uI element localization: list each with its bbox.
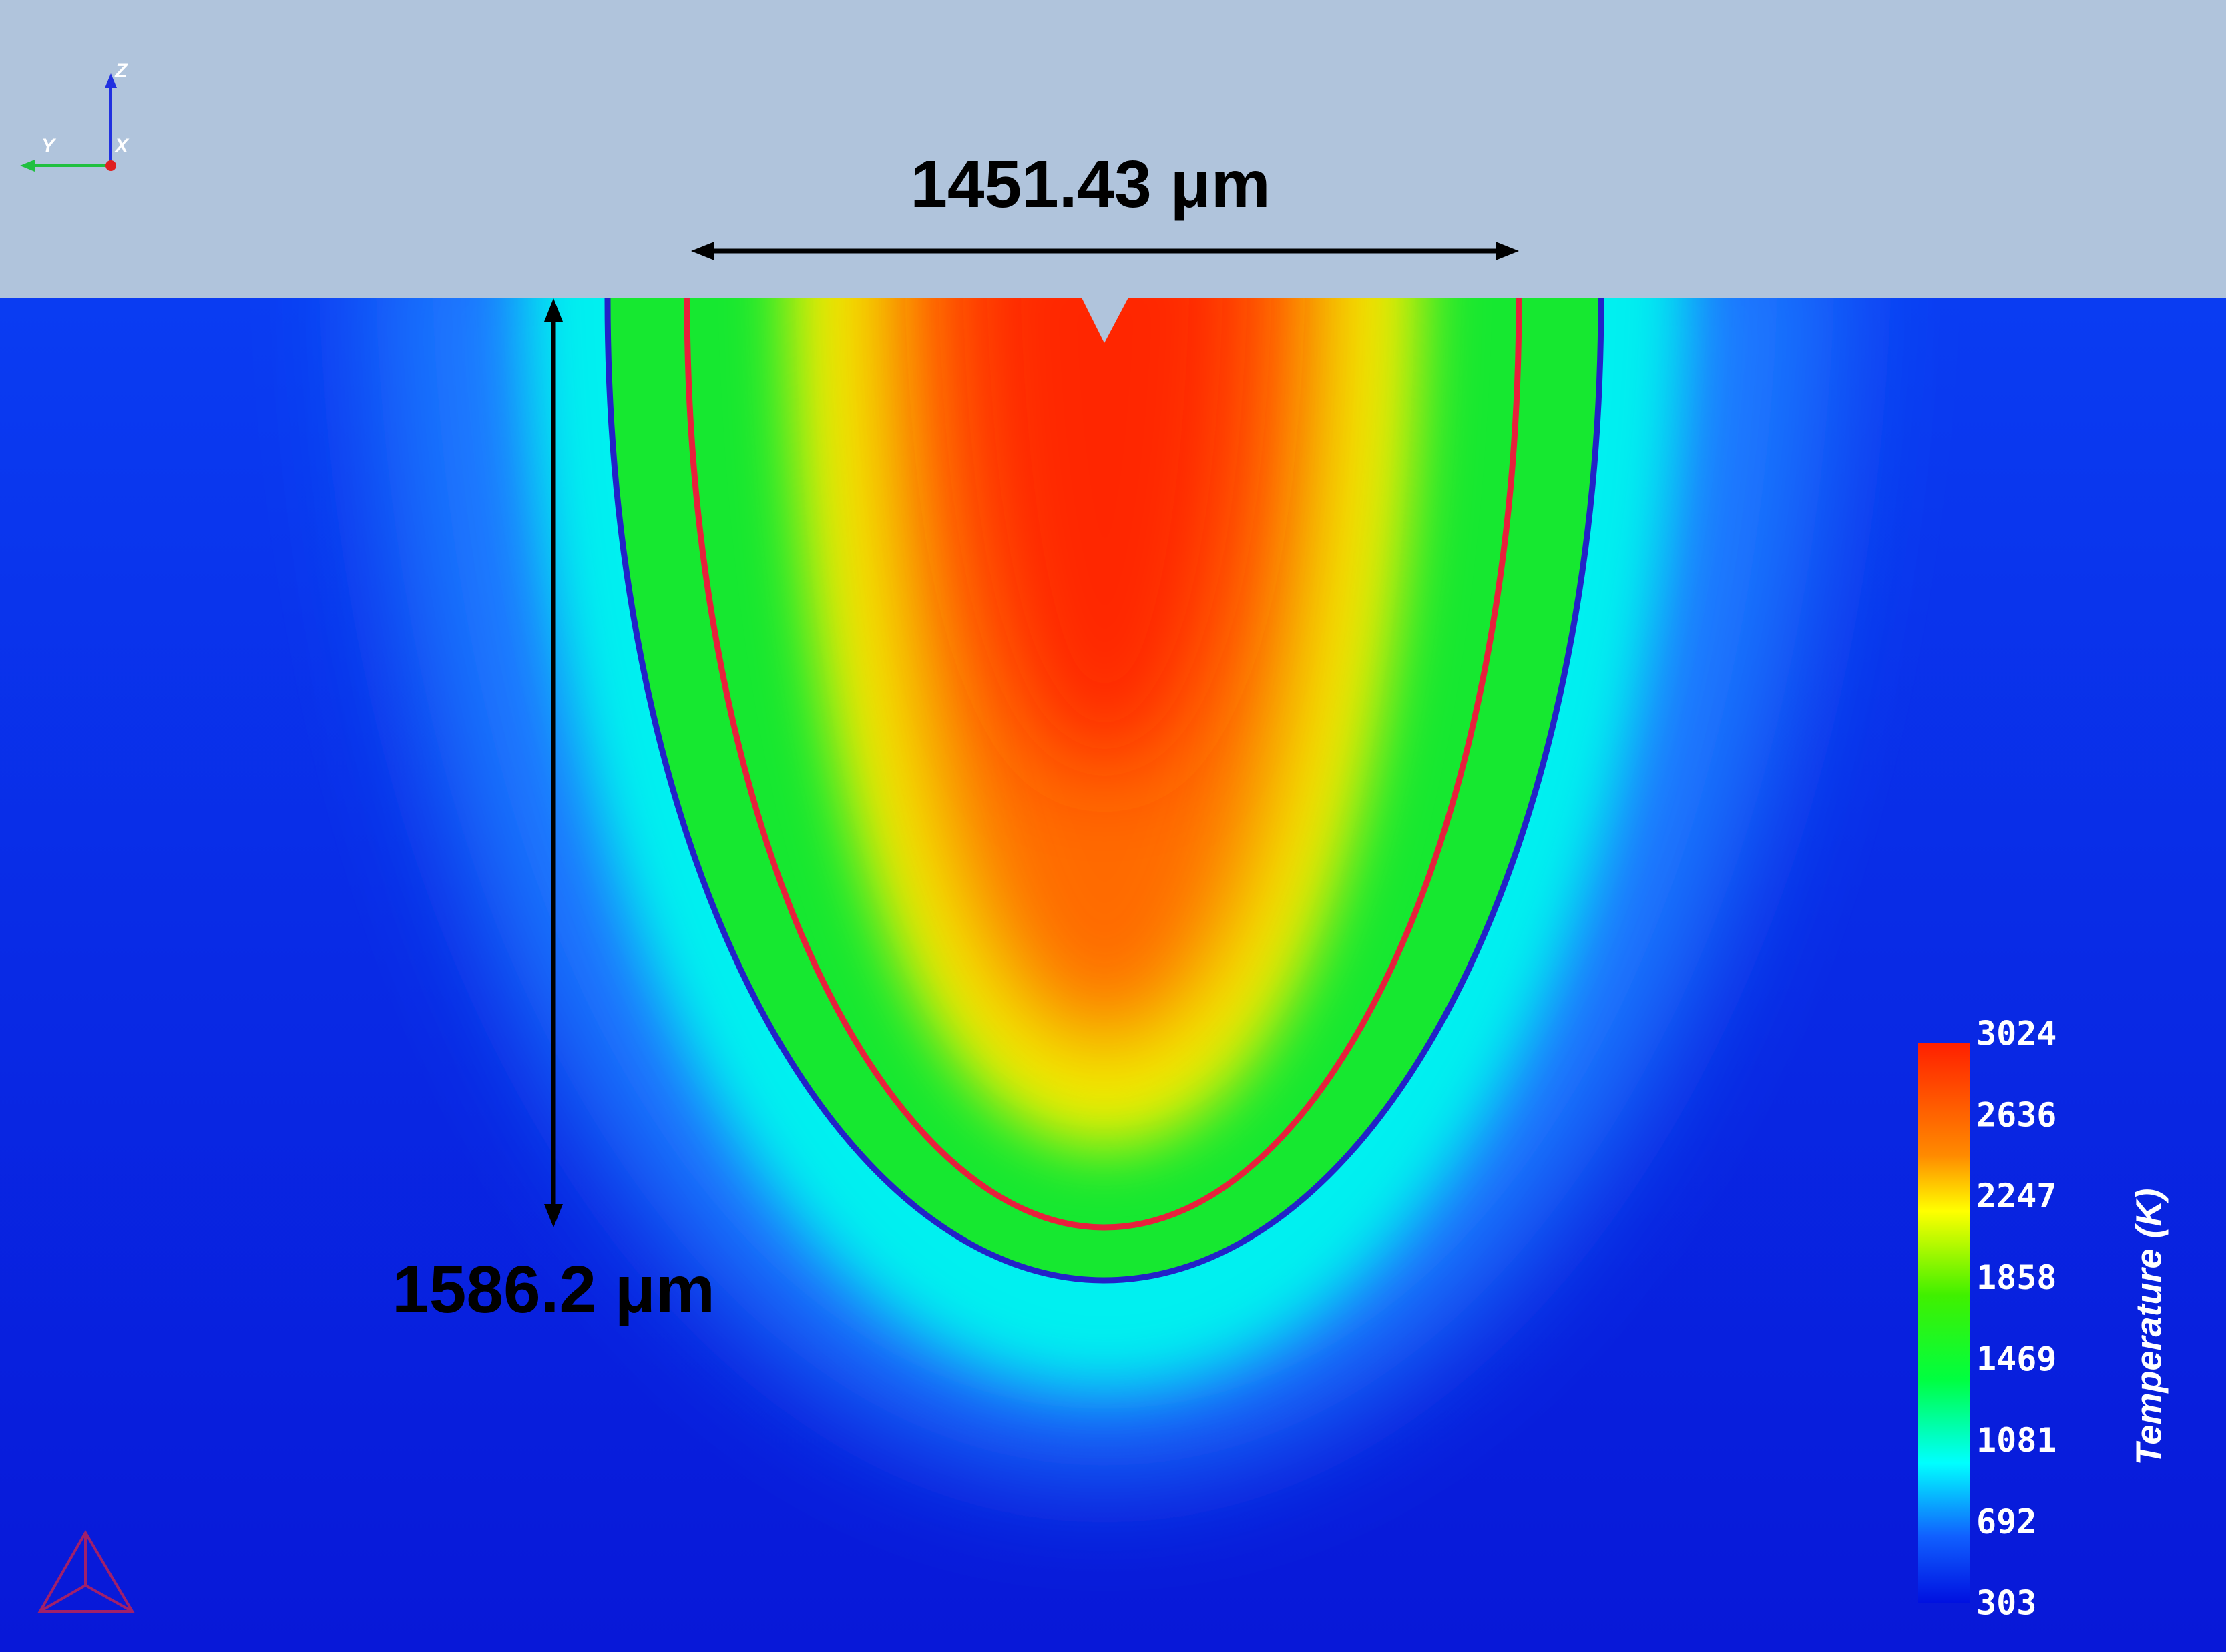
depth-dimension: 1586.2 μm	[392, 298, 715, 1327]
arrow-head	[1496, 242, 1519, 260]
colorbar-tick-label: 2247	[1976, 1177, 2056, 1215]
arrow-head	[691, 242, 714, 260]
colorbar-gradient	[1918, 1043, 1970, 1603]
melt-pool	[375, 298, 1835, 1468]
colorbar-tick-label: 1469	[1976, 1340, 2056, 1378]
colorbar-tick-label: 303	[1976, 1584, 2036, 1623]
x-label: X	[114, 135, 130, 157]
red-core	[963, 298, 1247, 768]
keyhole	[1082, 298, 1128, 343]
y-head	[20, 160, 35, 172]
width-label: 1451.43 μm	[910, 147, 1270, 222]
liquidus-contour	[684, 298, 1522, 1231]
y-label: Y	[41, 135, 57, 157]
solidus-contour	[604, 298, 1604, 1284]
colorbar-tick-label: 1081	[1976, 1421, 2056, 1460]
axes-triad: Z Y X	[20, 60, 130, 172]
x-axis	[105, 160, 116, 171]
colorbar-tick-label: 692	[1976, 1502, 2036, 1541]
depth-label: 1586.2 μm	[392, 1252, 715, 1327]
arrow-head	[544, 298, 563, 322]
colorbar: Temperature (K) 3024 2636 2247 1858 1469 1081…	[1918, 1015, 2169, 1623]
width-dimension: 1451.43 μm	[691, 147, 1519, 260]
z-head	[105, 73, 117, 88]
colorbar-tick-label: 2636	[1976, 1095, 2056, 1134]
colorbar-tick-label: 1858	[1976, 1258, 2056, 1297]
colorbar-tick-label: 3024	[1976, 1015, 2056, 1053]
arrow-head	[544, 1204, 563, 1227]
logo	[37, 1530, 135, 1613]
z-label: Z	[114, 60, 128, 82]
colorbar-title: Temperature (K)	[2129, 1188, 2169, 1465]
